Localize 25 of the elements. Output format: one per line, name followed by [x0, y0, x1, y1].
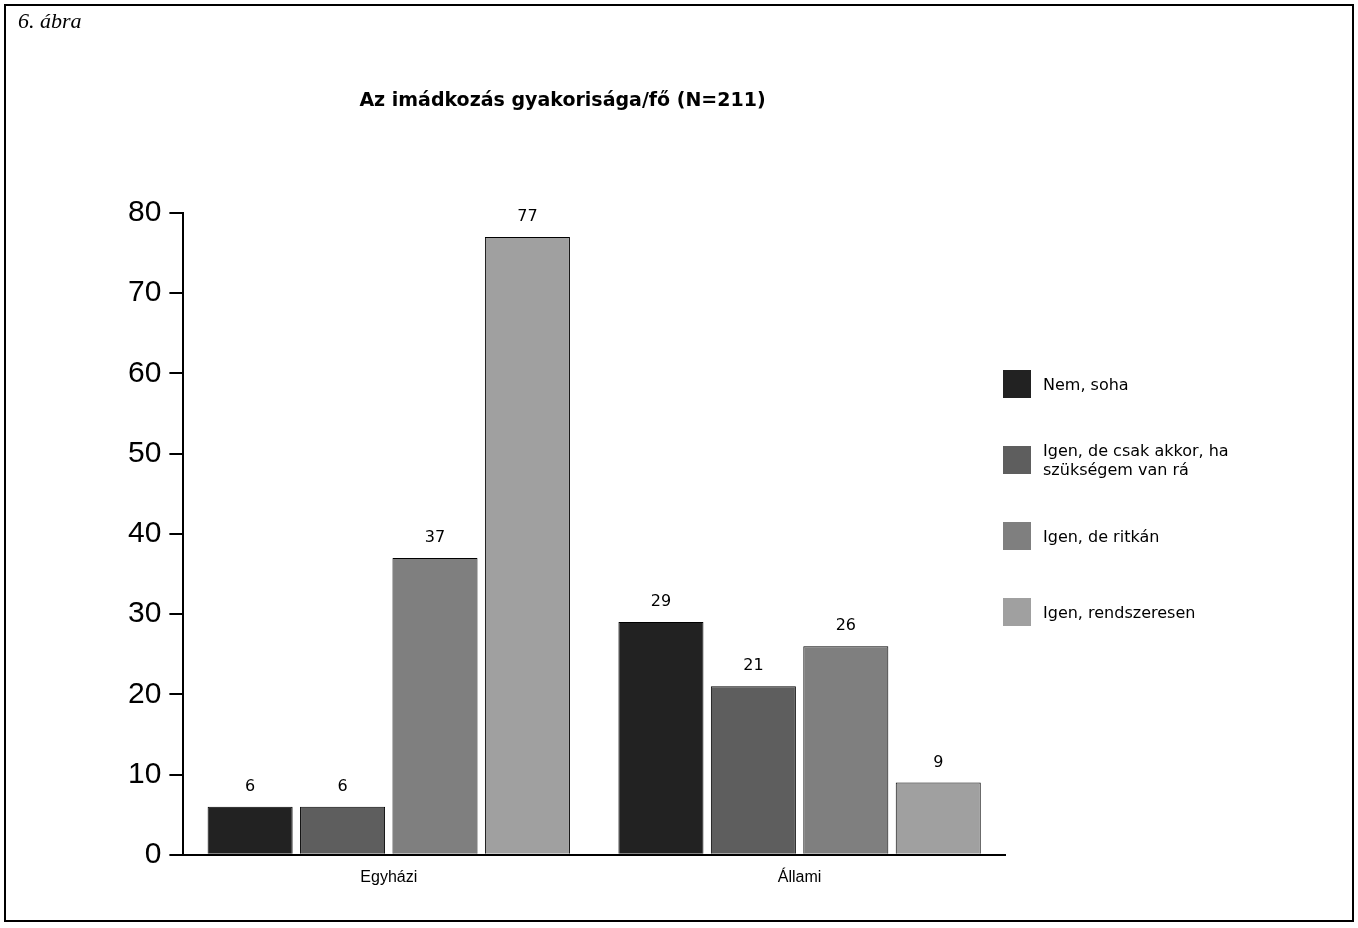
chart-title: Az imádkozás gyakorisága/fő (N=211)	[359, 88, 766, 111]
data-label: 26	[835, 615, 856, 635]
y-tick-label: 70	[127, 274, 162, 308]
data-label: 6	[245, 775, 256, 795]
data-label: 37	[424, 527, 446, 547]
data-label: 6	[337, 775, 348, 795]
data-label: 9	[933, 751, 944, 771]
data-label: 29	[650, 591, 672, 611]
y-tick-label: 60	[127, 354, 162, 388]
y-tick-label: 40	[127, 515, 162, 549]
y-tick-label: 30	[127, 595, 162, 629]
y-tick-label: 0	[144, 836, 162, 870]
x-tick-label: Állami	[777, 866, 822, 885]
y-tick-label: 50	[127, 434, 162, 468]
legend-label: Nem, soha	[1043, 374, 1129, 394]
text: 6. ábra	[18, 8, 82, 34]
y-tick-label: 80	[127, 194, 162, 228]
legend-label: Igen, de ritkán	[1043, 526, 1160, 546]
data-label: 77	[517, 206, 538, 226]
y-tick-label: 20	[127, 675, 162, 709]
x-tick-label: Egyházi	[360, 867, 418, 885]
data-label: 21	[743, 655, 764, 675]
legend-label: Igen, de csak akkor, ha szükségem van rá	[1043, 441, 1230, 479]
legend-label: Igen, rendszeresen	[1043, 602, 1196, 622]
y-tick-label: 10	[127, 755, 162, 789]
